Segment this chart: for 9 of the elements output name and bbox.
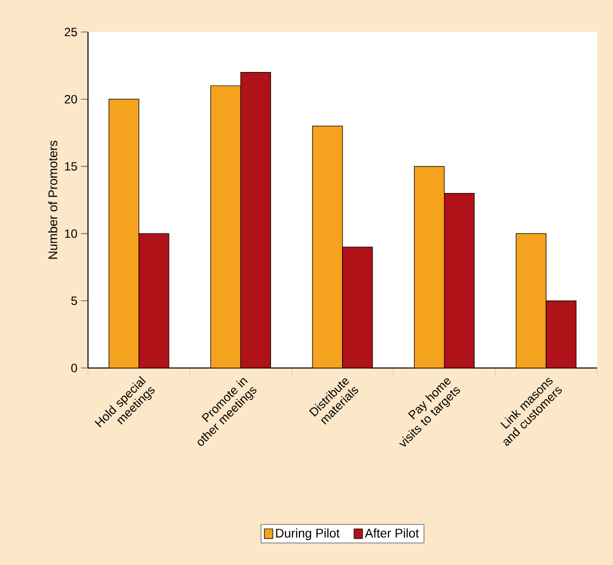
y-tick-label: 5 xyxy=(71,296,77,305)
y-tick-label: 10 xyxy=(65,229,78,238)
y-tick-label: 15 xyxy=(65,162,77,171)
legend-label: After Pilot xyxy=(364,528,419,538)
y-tick-label: 25 xyxy=(64,28,77,36)
y-tick-label: 0 xyxy=(71,364,78,372)
y-axis-title: Number of Promoters xyxy=(48,140,58,259)
legend-label: During Pilot xyxy=(276,528,340,540)
y-tick-label: 20 xyxy=(64,94,78,104)
